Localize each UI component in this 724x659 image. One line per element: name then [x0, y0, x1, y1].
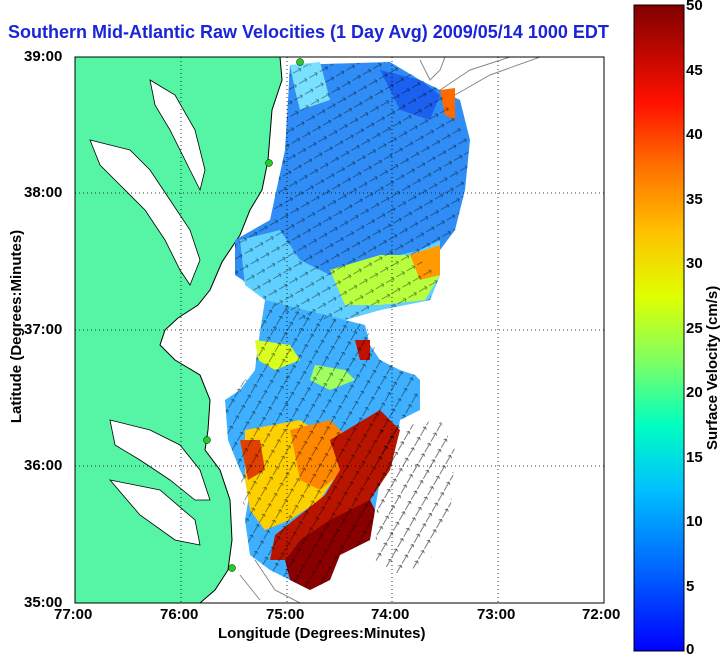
y-tick: 35:00	[24, 594, 63, 611]
station-marker	[228, 564, 236, 572]
y-tick: 38:00	[24, 184, 63, 201]
colorbar-tick: 20	[686, 384, 703, 401]
colorbar-tick: 45	[686, 62, 703, 79]
x-tick: 76:00	[160, 606, 199, 623]
x-tick: 73:00	[477, 606, 516, 623]
grid	[75, 57, 604, 603]
x-axis-label: Longitude (Degrees:Minutes)	[218, 625, 426, 642]
y-axis-label: Latitude (Degrees:Minutes)	[8, 229, 26, 424]
colorbar-tick: 30	[686, 255, 703, 272]
colorbar-tick: 0	[686, 641, 695, 658]
station-marker	[296, 58, 304, 66]
map-title: Southern Mid-Atlantic Raw Velocities (1 …	[8, 22, 609, 42]
y-tick: 37:00	[24, 321, 63, 338]
colorbar-tick: 15	[686, 449, 703, 466]
y-tick: 39:00	[24, 48, 63, 65]
colorbar	[633, 4, 685, 652]
colorbar-label: Surface Velocity (cm/s)	[704, 285, 721, 450]
station-marker	[265, 159, 273, 167]
x-tick: 74:00	[371, 606, 410, 623]
station-marker	[203, 436, 211, 444]
colorbar-tick: 5	[686, 578, 695, 595]
colorbar-tick: 10	[686, 513, 703, 530]
x-tick: 75:00	[266, 606, 305, 623]
colorbar-tick: 50	[686, 0, 703, 14]
y-tick: 36:00	[24, 457, 63, 474]
colorbar-tick: 25	[686, 320, 703, 337]
colorbar-tick: 35	[686, 191, 703, 208]
x-tick: 72:00	[582, 606, 621, 623]
x-tick: 77:00	[54, 606, 93, 623]
colorbar-tick: 40	[686, 126, 703, 143]
land-mass	[75, 57, 282, 603]
